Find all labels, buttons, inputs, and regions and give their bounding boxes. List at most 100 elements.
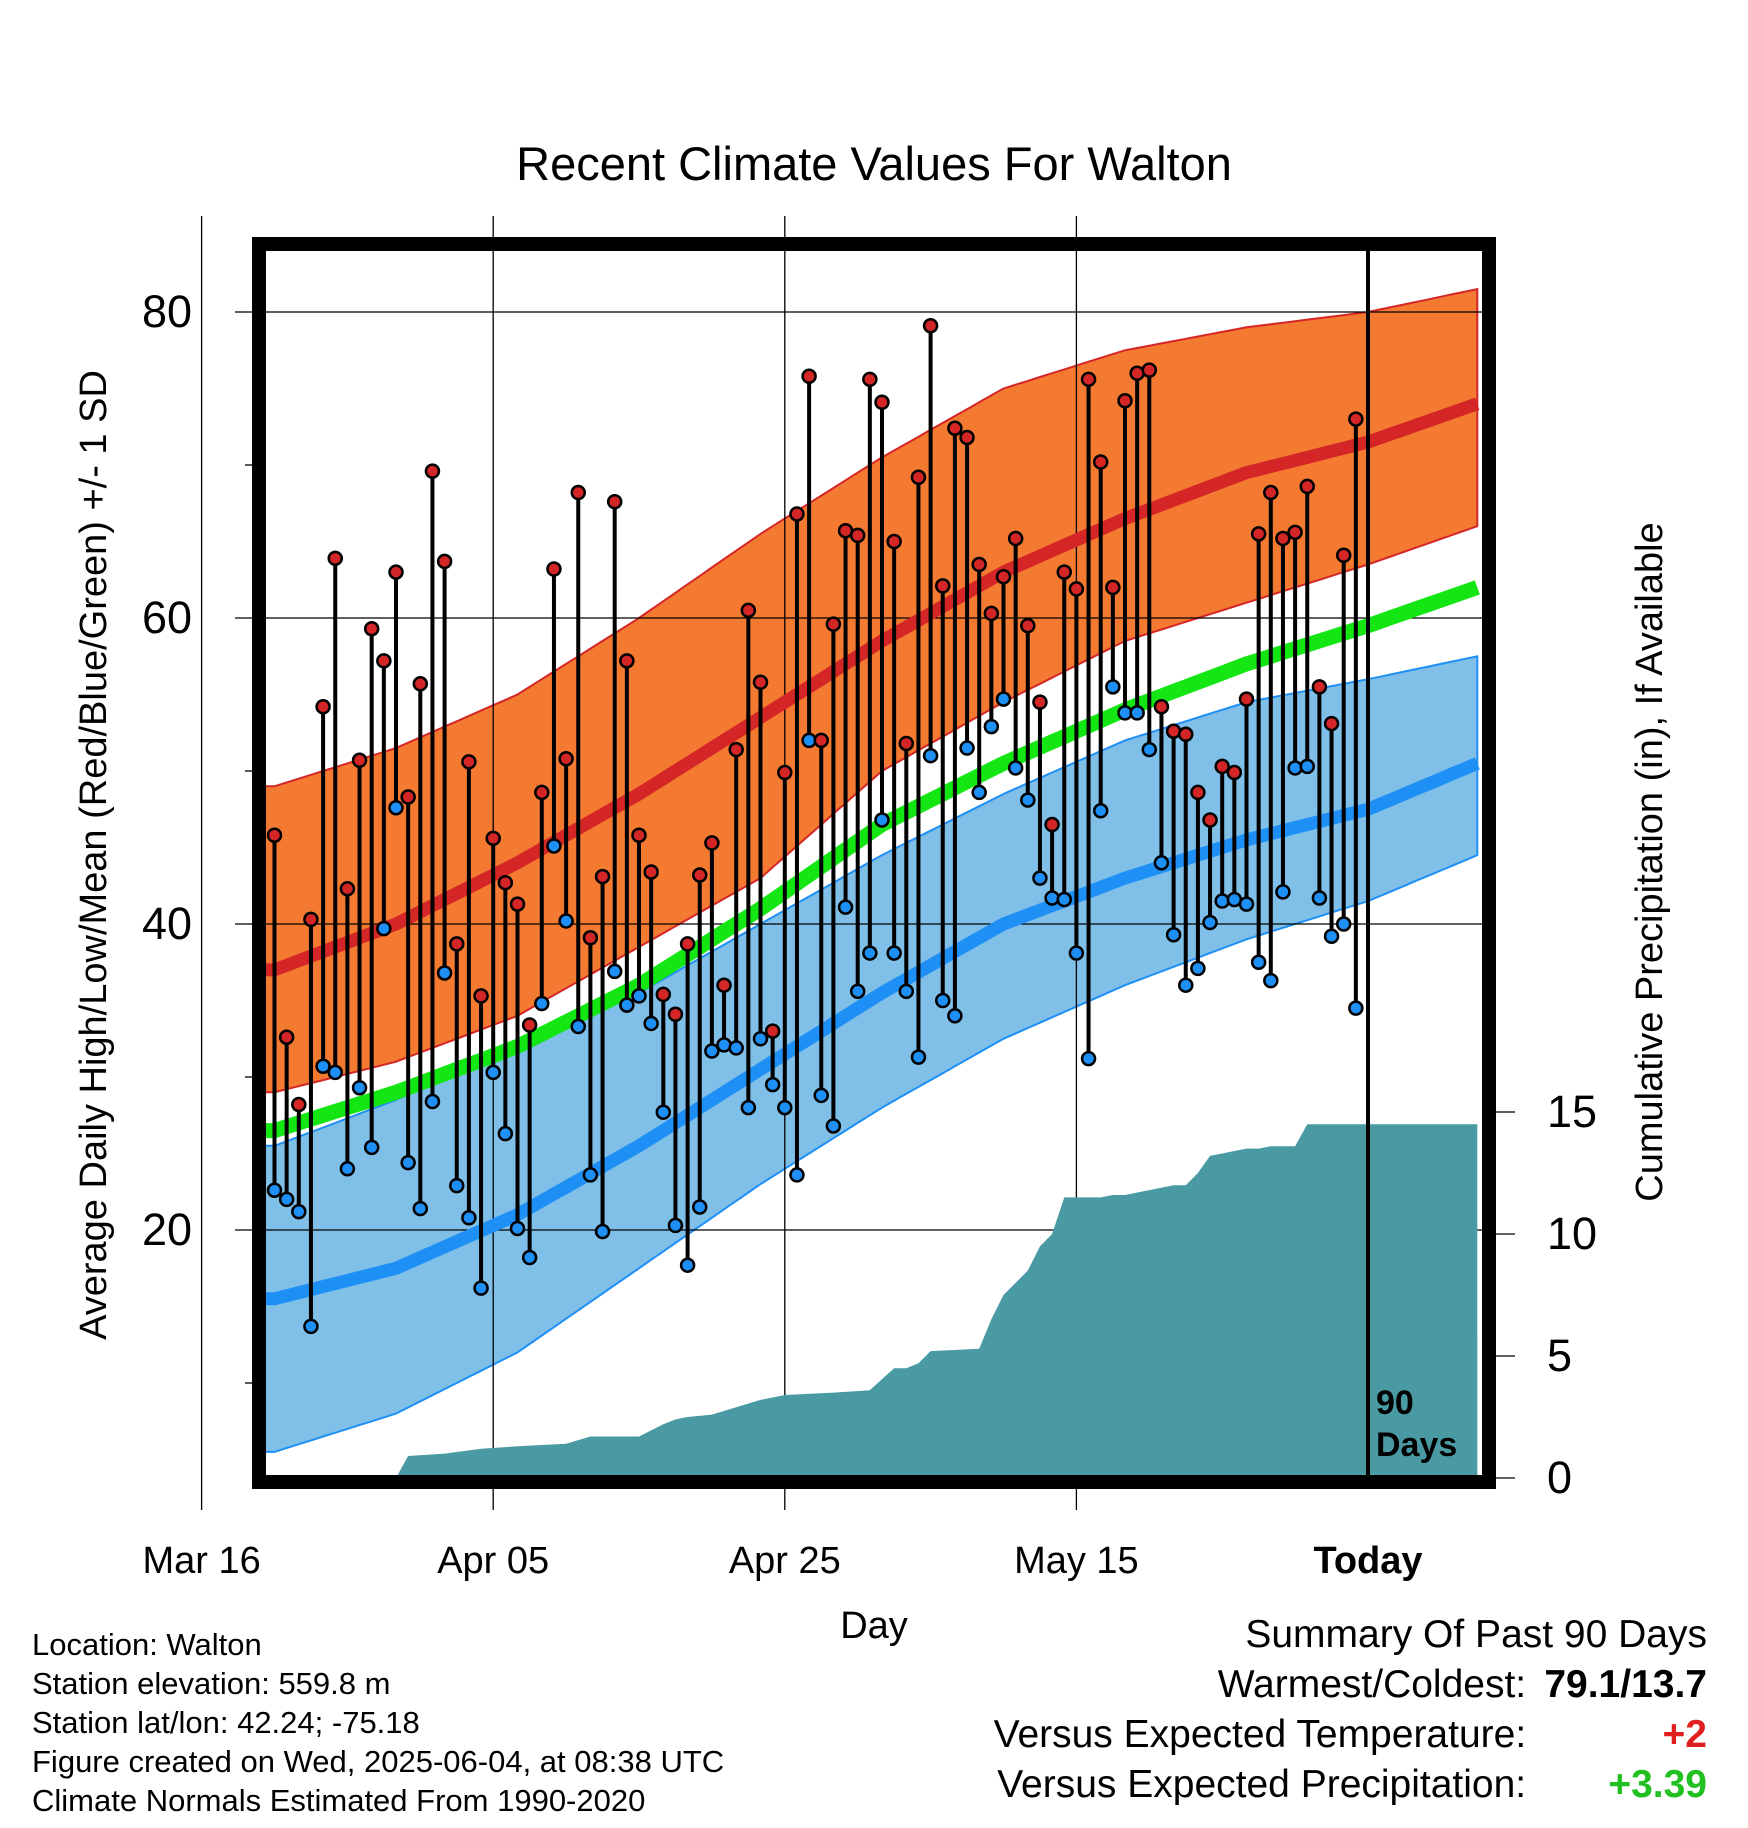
y2-tick-label: 15 [1547, 1086, 1597, 1137]
daily-stick [777, 764, 793, 1116]
daily-stick [631, 827, 647, 1004]
daily-high-point [874, 394, 890, 411]
daily-low-point [1335, 916, 1352, 932]
daily-high-point [327, 550, 343, 567]
daily-stick [789, 506, 805, 1183]
daily-stick [1226, 764, 1243, 908]
daily-low-point [497, 1125, 514, 1142]
daily-high-point [388, 564, 404, 580]
location-text: Location: Walton [32, 1627, 262, 1662]
daily-low-point [995, 691, 1012, 707]
daily-stick [1105, 579, 1121, 695]
daily-stick [655, 986, 672, 1120]
daily-low-point [594, 1223, 611, 1240]
x-tick-label: Apr 25 [729, 1540, 841, 1582]
daily-high-point [497, 874, 514, 891]
plot-area: 90 Days 20 40 60 80 0 5 10 15 Mar 16 Apr 05 Apr 25 Ma… [142, 216, 1597, 1582]
daily-high-point [1348, 411, 1364, 427]
daily-stick [1020, 617, 1036, 808]
daily-stick [1323, 715, 1340, 944]
low-normal-line [266, 757, 1480, 1306]
daily-high-point [558, 751, 574, 767]
daily-low-point [461, 1210, 477, 1226]
daily-high-point [473, 988, 489, 1004]
daily-high-point [1092, 454, 1109, 470]
daily-high-point [291, 1096, 307, 1113]
daily-low-point [1032, 870, 1048, 886]
daily-stick [1275, 530, 1291, 900]
daily-high-point [1335, 547, 1352, 564]
daily-low-point [1141, 741, 1158, 758]
daily-stick [947, 420, 963, 1024]
daily-low-point [692, 1199, 708, 1215]
precip-area [396, 1124, 1478, 1477]
daily-stick [558, 751, 574, 929]
y2-tick-label: 0 [1547, 1452, 1572, 1503]
daily-stick [1348, 411, 1364, 1016]
daily-stick [534, 784, 550, 1012]
daily-low-point [376, 920, 392, 937]
daily-stick [497, 874, 514, 1142]
daily-low-point [315, 1058, 331, 1075]
y2-tick-label: 5 [1547, 1330, 1572, 1381]
daily-low-point [1190, 960, 1206, 977]
daily-high-point [1007, 530, 1024, 547]
daily-low-point [922, 747, 939, 764]
daily-stick [679, 936, 696, 1273]
warm-cold-label: Warmest/Coldest: [1217, 1663, 1527, 1706]
daily-high-point [971, 556, 987, 573]
daily-stick [473, 988, 489, 1296]
temp-label: Versus Expected Temperature: [993, 1713, 1527, 1756]
daily-low-point [400, 1154, 416, 1171]
daily-low-point [789, 1167, 805, 1183]
daily-stick [521, 1017, 538, 1266]
daily-low-point [558, 913, 574, 929]
elevation-text: Station elevation: 559.8 m [32, 1666, 391, 1701]
days-marker-line: Days [1376, 1426, 1457, 1464]
daily-high-point [752, 674, 769, 691]
daily-high-point [704, 835, 720, 851]
daily-high-point [995, 568, 1012, 585]
daily-high-point [1117, 392, 1133, 409]
daily-high-point [412, 676, 429, 692]
x-tick-label: Apr 05 [437, 1540, 549, 1582]
daily-high-point [449, 936, 465, 952]
daily-low-point [874, 812, 890, 828]
daily-low-point [1056, 891, 1072, 908]
daily-high-point [643, 864, 659, 880]
daily-stick [376, 653, 392, 937]
daily-low-point [1214, 893, 1230, 909]
daily-low-point [266, 1182, 283, 1198]
daily-high-point [1153, 698, 1170, 715]
daily-high-point [376, 653, 392, 669]
daily-high-point [1056, 564, 1072, 580]
daily-stick [1190, 784, 1206, 977]
days-marker-label: 90 Days [1376, 1384, 1457, 1464]
daily-low-point [898, 983, 915, 1000]
daily-high-point [1141, 362, 1158, 378]
daily-high-point [1068, 581, 1085, 597]
x-tick-label: Mar 16 [142, 1540, 260, 1582]
daily-low-point [303, 1318, 319, 1335]
daily-stick [1238, 691, 1255, 912]
y-tick-label: 40 [142, 898, 192, 949]
daily-high-point [910, 469, 927, 485]
daily-stick [412, 676, 429, 1217]
daily-low-point [436, 965, 453, 981]
daily-stick [898, 735, 915, 1000]
daily-low-point [1080, 1050, 1097, 1067]
daily-low-point [1105, 679, 1121, 695]
daily-stick [1299, 478, 1315, 775]
daily-low-point [1238, 896, 1255, 912]
daily-high-point [959, 429, 975, 446]
x-tick-label: Today [1313, 1540, 1422, 1582]
daily-stick [1068, 581, 1085, 961]
daily-high-point [1226, 764, 1243, 781]
daily-stick [1202, 812, 1218, 931]
daily-high-point [424, 463, 441, 479]
daily-low-point [825, 1118, 842, 1134]
daily-high-point [521, 1017, 538, 1033]
daily-high-point [278, 1029, 295, 1045]
daily-high-point [789, 506, 805, 522]
days-marker-line: 90 [1376, 1384, 1414, 1422]
